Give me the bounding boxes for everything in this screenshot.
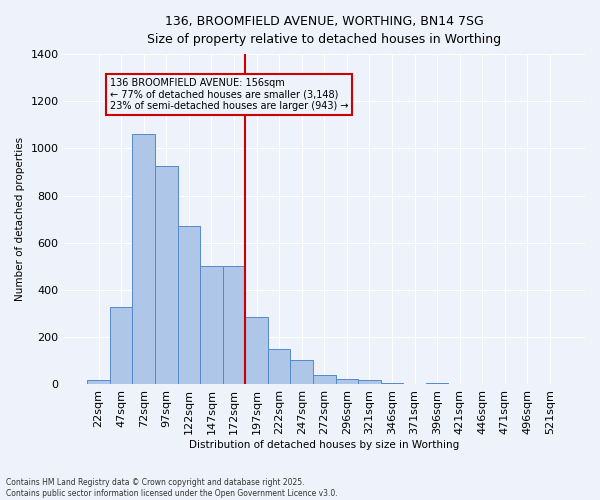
- Bar: [268, 349, 290, 384]
- X-axis label: Distribution of detached houses by size in Worthing: Distribution of detached houses by size …: [189, 440, 460, 450]
- Title: 136, BROOMFIELD AVENUE, WORTHING, BN14 7SG
Size of property relative to detached: 136, BROOMFIELD AVENUE, WORTHING, BN14 7…: [147, 15, 502, 46]
- Y-axis label: Number of detached properties: Number of detached properties: [15, 137, 25, 302]
- Bar: [223, 266, 245, 384]
- Bar: [245, 317, 268, 384]
- Bar: [313, 376, 335, 384]
- Bar: [381, 382, 403, 384]
- Text: Contains HM Land Registry data © Crown copyright and database right 2025.
Contai: Contains HM Land Registry data © Crown c…: [6, 478, 338, 498]
- Bar: [133, 134, 155, 384]
- Bar: [178, 226, 200, 384]
- Bar: [426, 382, 448, 384]
- Bar: [290, 360, 313, 384]
- Bar: [335, 378, 358, 384]
- Bar: [87, 380, 110, 384]
- Bar: [155, 166, 178, 384]
- Bar: [358, 380, 381, 384]
- Text: 136 BROOMFIELD AVENUE: 156sqm
← 77% of detached houses are smaller (3,148)
23% o: 136 BROOMFIELD AVENUE: 156sqm ← 77% of d…: [110, 78, 349, 111]
- Bar: [200, 266, 223, 384]
- Bar: [110, 306, 133, 384]
